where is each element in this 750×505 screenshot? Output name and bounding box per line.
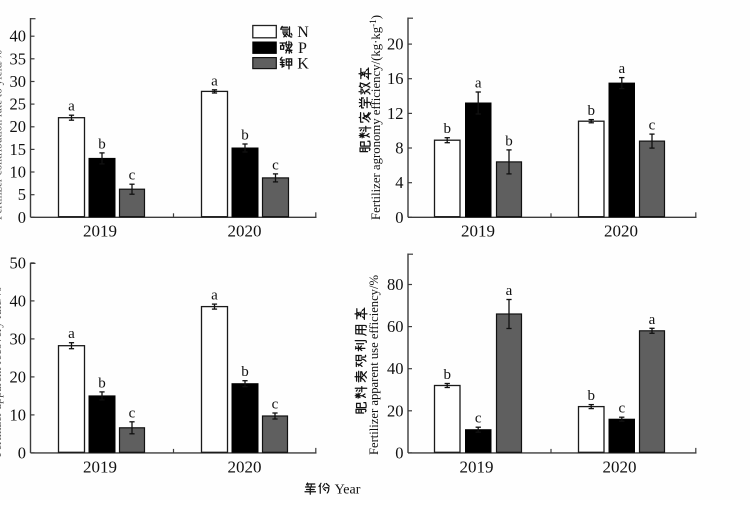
svg-text:b: b — [98, 375, 106, 391]
svg-text:35: 35 — [10, 49, 27, 68]
svg-text:b: b — [98, 136, 106, 152]
svg-text:0: 0 — [18, 443, 26, 462]
svg-text:c: c — [649, 118, 656, 134]
svg-text:0: 0 — [18, 208, 26, 227]
svg-text:Fertilizer contribution rate t: Fertilizer contribution rate to yield/% — [0, 50, 5, 220]
svg-text:15: 15 — [10, 140, 27, 159]
svg-text:c: c — [129, 168, 136, 184]
svg-text:60: 60 — [387, 317, 404, 336]
svg-text:b: b — [587, 388, 595, 404]
svg-text:Fertilizer agronomy efficiency: Fertilizer agronomy efficiency/(kg·kg-1) — [368, 15, 383, 220]
svg-text:N: N — [297, 24, 309, 41]
svg-text:P: P — [298, 40, 307, 57]
svg-text:c: c — [475, 411, 482, 427]
svg-text:Fertilizer apparent use effici: Fertilizer apparent use efficiency/% — [367, 275, 381, 455]
svg-text:Fertilizer apparent recovery r: Fertilizer apparent recovery rate/% — [0, 287, 4, 457]
svg-text:30: 30 — [10, 72, 27, 91]
svg-text:0: 0 — [395, 208, 403, 227]
svg-text:a: a — [475, 76, 482, 92]
svg-text:40: 40 — [387, 359, 404, 378]
svg-text:5: 5 — [18, 185, 26, 204]
svg-text:50: 50 — [10, 253, 27, 272]
svg-text:20: 20 — [10, 367, 27, 386]
svg-text:a: a — [211, 288, 218, 304]
svg-text:Year: Year — [335, 482, 361, 497]
svg-text:30: 30 — [10, 329, 27, 348]
svg-text:c: c — [272, 397, 279, 413]
svg-text:40: 40 — [10, 291, 27, 310]
svg-text:20: 20 — [387, 35, 404, 54]
svg-text:c: c — [272, 157, 279, 173]
svg-text:20: 20 — [387, 401, 404, 420]
svg-text:2020: 2020 — [228, 222, 262, 241]
svg-text:K: K — [297, 55, 309, 72]
svg-text:16: 16 — [387, 69, 404, 88]
svg-text:10: 10 — [10, 405, 27, 424]
svg-text:a: a — [68, 326, 75, 342]
svg-text:2020: 2020 — [603, 457, 637, 476]
svg-text:2019: 2019 — [83, 222, 117, 241]
svg-text:8: 8 — [395, 139, 403, 158]
svg-text:a: a — [618, 61, 625, 77]
svg-text:2019: 2019 — [83, 457, 117, 476]
svg-text:b: b — [241, 364, 249, 380]
svg-text:a: a — [68, 99, 75, 115]
svg-text:c: c — [129, 405, 136, 421]
svg-text:10: 10 — [10, 163, 27, 182]
svg-text:a: a — [506, 283, 513, 299]
svg-text:b: b — [241, 128, 249, 144]
svg-text:20: 20 — [10, 117, 27, 136]
svg-text:a: a — [649, 312, 656, 328]
svg-text:2020: 2020 — [604, 222, 638, 241]
svg-text:2020: 2020 — [228, 457, 262, 476]
svg-text:0: 0 — [395, 443, 403, 462]
svg-text:b: b — [443, 121, 451, 137]
svg-text:25: 25 — [10, 95, 27, 114]
svg-text:40: 40 — [10, 27, 27, 46]
svg-text:12: 12 — [387, 104, 404, 123]
svg-text:b: b — [505, 133, 513, 149]
svg-text:a: a — [211, 73, 218, 89]
svg-text:2019: 2019 — [460, 457, 494, 476]
svg-text:2019: 2019 — [461, 222, 495, 241]
svg-text:b: b — [443, 367, 451, 383]
svg-text:80: 80 — [387, 275, 404, 294]
svg-text:b: b — [587, 103, 595, 119]
svg-text:c: c — [618, 401, 625, 417]
svg-text:4: 4 — [395, 173, 403, 192]
